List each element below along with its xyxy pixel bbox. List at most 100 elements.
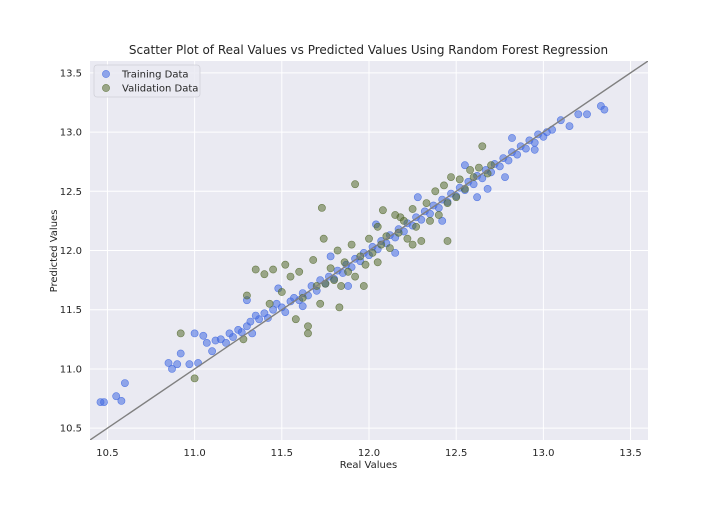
validation-point xyxy=(316,299,325,308)
y-tick-label: 11.0 xyxy=(60,364,82,375)
validation-point xyxy=(365,234,373,243)
validation-point xyxy=(340,258,349,267)
x-axis-label: Real Values xyxy=(340,460,397,471)
validation-point xyxy=(242,291,251,300)
training-point xyxy=(344,282,352,290)
validation-point xyxy=(295,267,304,276)
validation-point xyxy=(281,260,290,269)
validation-point xyxy=(337,282,345,290)
training-point xyxy=(504,156,513,165)
training-point xyxy=(600,105,609,114)
legend-marker xyxy=(102,84,110,92)
training-point xyxy=(173,360,182,369)
validation-point xyxy=(426,216,434,225)
chart-title: Scatter Plot of Real Values vs Predicted… xyxy=(129,43,608,57)
training-point xyxy=(190,329,199,338)
training-point xyxy=(473,193,481,202)
validation-point xyxy=(417,237,426,245)
training-point xyxy=(565,122,574,130)
training-point xyxy=(121,379,129,387)
x-tick-label: 10.5 xyxy=(96,448,118,459)
data-layer xyxy=(90,61,648,440)
validation-point xyxy=(396,213,405,222)
validation-point xyxy=(447,173,455,181)
validation-point xyxy=(309,256,318,264)
validation-point xyxy=(351,272,359,281)
validation-point xyxy=(265,299,274,308)
training-point xyxy=(508,134,516,142)
validation-point xyxy=(251,265,260,274)
training-point xyxy=(117,396,126,405)
training-point xyxy=(460,161,469,170)
validation-point xyxy=(378,206,387,215)
training-point xyxy=(199,331,208,340)
validation-point xyxy=(176,329,185,338)
validation-point xyxy=(443,237,452,245)
validation-point xyxy=(412,222,420,231)
training-point xyxy=(100,398,108,406)
validation-point xyxy=(190,374,199,383)
training-point xyxy=(501,173,509,181)
validation-point xyxy=(361,260,370,269)
training-point xyxy=(391,248,400,257)
validation-point xyxy=(347,240,356,249)
training-point xyxy=(483,184,492,193)
series-validation xyxy=(176,142,495,383)
training-point xyxy=(168,364,176,373)
training-point xyxy=(574,110,583,119)
validation-point xyxy=(335,303,344,312)
validation-point xyxy=(403,234,412,243)
validation-point xyxy=(317,203,326,212)
validation-point xyxy=(431,187,440,196)
training-point xyxy=(202,338,211,347)
validation-point xyxy=(478,142,487,151)
validation-point xyxy=(422,199,431,207)
validation-point xyxy=(351,180,359,189)
validation-point xyxy=(330,276,338,284)
validation-point xyxy=(260,270,269,279)
training-point xyxy=(246,317,255,326)
training-point xyxy=(229,333,237,341)
x-tick-label: 13.5 xyxy=(619,448,641,459)
validation-point xyxy=(434,211,443,219)
training-point xyxy=(413,193,422,202)
validation-point xyxy=(474,163,483,172)
x-tick-label: 13.0 xyxy=(532,448,554,459)
training-point xyxy=(281,308,290,316)
legend-label: Training Data xyxy=(121,70,189,81)
legend-box xyxy=(93,64,201,98)
y-tick-label: 12.0 xyxy=(60,246,82,257)
training-point xyxy=(478,174,487,183)
validation-point xyxy=(408,205,417,213)
training-point xyxy=(522,144,530,153)
x-tick-label: 12.5 xyxy=(445,448,467,459)
validation-point xyxy=(452,193,461,202)
validation-point xyxy=(286,272,295,281)
y-axis-label: Predicted Values xyxy=(49,210,60,293)
y-tick-label: 13.0 xyxy=(60,128,82,139)
training-point xyxy=(208,347,216,356)
validation-point xyxy=(344,267,352,276)
training-point xyxy=(326,252,335,261)
validation-point xyxy=(385,244,394,252)
validation-point xyxy=(368,248,377,257)
training-point xyxy=(583,110,591,119)
validation-point xyxy=(455,175,464,184)
validation-point xyxy=(373,258,382,267)
training-point xyxy=(176,349,185,358)
training-point xyxy=(417,215,426,224)
legend: Training Data Validation Data xyxy=(93,64,201,98)
validation-point xyxy=(359,282,368,290)
training-point xyxy=(112,392,121,401)
y-tick-label: 10.5 xyxy=(60,424,82,435)
y-tick-label: 12.5 xyxy=(60,187,82,198)
training-point xyxy=(513,150,522,159)
training-point xyxy=(164,359,173,367)
legend-marker xyxy=(102,70,110,78)
x-tick-label: 11.5 xyxy=(271,448,293,459)
validation-point xyxy=(304,329,312,338)
validation-point xyxy=(277,288,286,296)
training-point xyxy=(495,162,504,171)
